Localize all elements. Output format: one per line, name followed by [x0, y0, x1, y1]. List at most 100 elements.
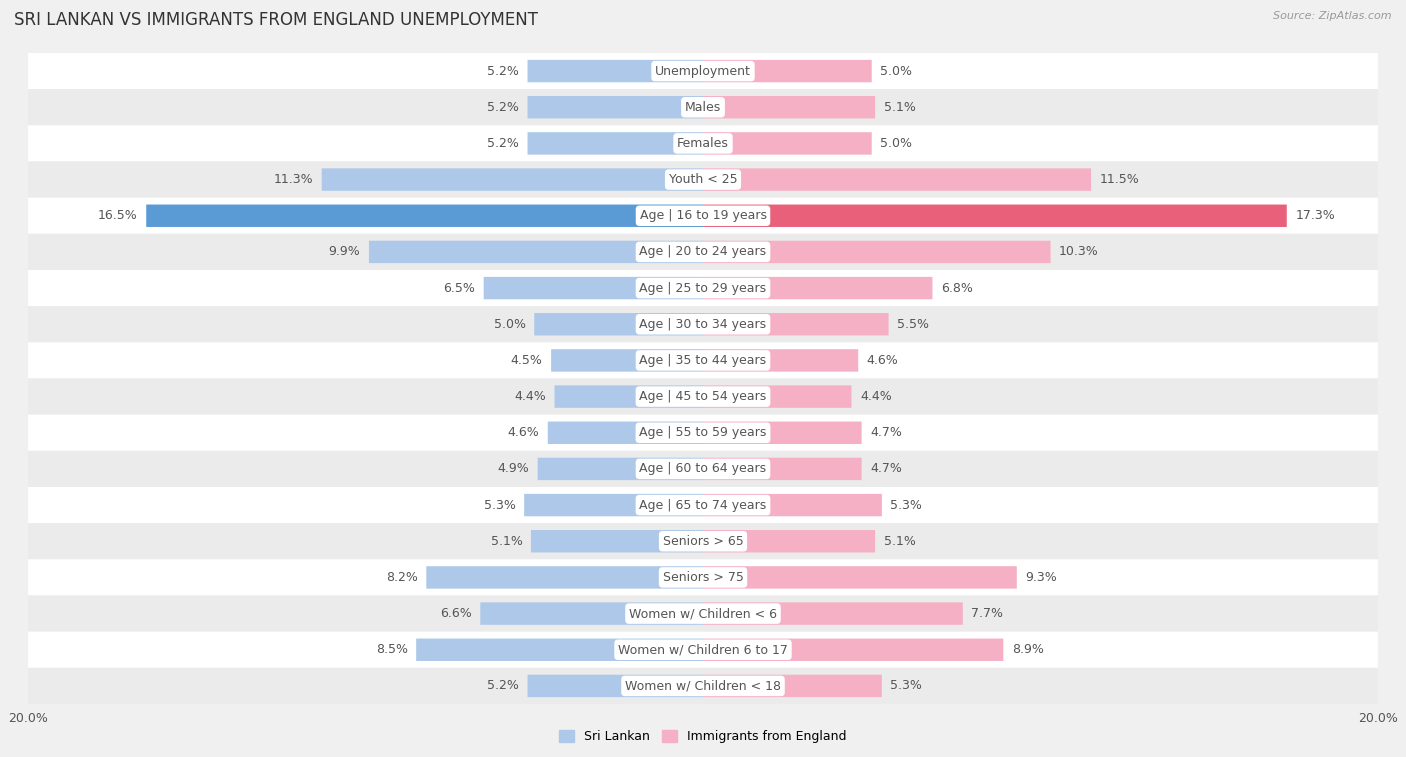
- FancyBboxPatch shape: [703, 530, 875, 553]
- FancyBboxPatch shape: [146, 204, 703, 227]
- Text: 5.3%: 5.3%: [484, 499, 516, 512]
- FancyBboxPatch shape: [28, 161, 1378, 198]
- Text: 11.3%: 11.3%: [274, 173, 314, 186]
- Text: 5.2%: 5.2%: [488, 680, 519, 693]
- FancyBboxPatch shape: [28, 596, 1378, 631]
- FancyBboxPatch shape: [368, 241, 703, 263]
- FancyBboxPatch shape: [703, 168, 1091, 191]
- FancyBboxPatch shape: [481, 603, 703, 625]
- FancyBboxPatch shape: [703, 313, 889, 335]
- FancyBboxPatch shape: [703, 674, 882, 697]
- Text: Age | 65 to 74 years: Age | 65 to 74 years: [640, 499, 766, 512]
- Text: Unemployment: Unemployment: [655, 64, 751, 77]
- Text: 5.5%: 5.5%: [897, 318, 929, 331]
- Text: 8.2%: 8.2%: [387, 571, 418, 584]
- Text: Seniors > 65: Seniors > 65: [662, 534, 744, 548]
- Text: 4.4%: 4.4%: [860, 390, 891, 403]
- FancyBboxPatch shape: [28, 378, 1378, 415]
- FancyBboxPatch shape: [548, 422, 703, 444]
- FancyBboxPatch shape: [703, 566, 1017, 589]
- Text: 5.2%: 5.2%: [488, 137, 519, 150]
- FancyBboxPatch shape: [554, 385, 703, 408]
- Text: Youth < 25: Youth < 25: [669, 173, 737, 186]
- Text: 8.5%: 8.5%: [375, 643, 408, 656]
- FancyBboxPatch shape: [28, 559, 1378, 596]
- FancyBboxPatch shape: [703, 60, 872, 83]
- Legend: Sri Lankan, Immigrants from England: Sri Lankan, Immigrants from England: [560, 731, 846, 743]
- Text: 4.7%: 4.7%: [870, 463, 901, 475]
- FancyBboxPatch shape: [416, 639, 703, 661]
- Text: 9.3%: 9.3%: [1025, 571, 1057, 584]
- Text: Source: ZipAtlas.com: Source: ZipAtlas.com: [1274, 11, 1392, 21]
- Text: 4.7%: 4.7%: [870, 426, 901, 439]
- FancyBboxPatch shape: [703, 277, 932, 299]
- Text: Women w/ Children < 6: Women w/ Children < 6: [628, 607, 778, 620]
- FancyBboxPatch shape: [28, 270, 1378, 306]
- FancyBboxPatch shape: [322, 168, 703, 191]
- Text: 10.3%: 10.3%: [1059, 245, 1098, 258]
- FancyBboxPatch shape: [703, 494, 882, 516]
- Text: Males: Males: [685, 101, 721, 114]
- Text: 7.7%: 7.7%: [972, 607, 1004, 620]
- FancyBboxPatch shape: [703, 639, 1004, 661]
- FancyBboxPatch shape: [527, 674, 703, 697]
- Text: 5.0%: 5.0%: [880, 137, 912, 150]
- Text: Women w/ Children 6 to 17: Women w/ Children 6 to 17: [619, 643, 787, 656]
- Text: 8.9%: 8.9%: [1012, 643, 1043, 656]
- Text: 16.5%: 16.5%: [98, 209, 138, 223]
- FancyBboxPatch shape: [28, 53, 1378, 89]
- Text: Age | 30 to 34 years: Age | 30 to 34 years: [640, 318, 766, 331]
- FancyBboxPatch shape: [551, 349, 703, 372]
- Text: Women w/ Children < 18: Women w/ Children < 18: [626, 680, 780, 693]
- Text: 4.5%: 4.5%: [510, 354, 543, 367]
- Text: 5.2%: 5.2%: [488, 64, 519, 77]
- FancyBboxPatch shape: [537, 458, 703, 480]
- FancyBboxPatch shape: [28, 306, 1378, 342]
- Text: 5.3%: 5.3%: [890, 499, 922, 512]
- Text: Age | 45 to 54 years: Age | 45 to 54 years: [640, 390, 766, 403]
- FancyBboxPatch shape: [28, 451, 1378, 487]
- Text: 9.9%: 9.9%: [329, 245, 360, 258]
- FancyBboxPatch shape: [28, 487, 1378, 523]
- FancyBboxPatch shape: [28, 631, 1378, 668]
- FancyBboxPatch shape: [531, 530, 703, 553]
- Text: 4.6%: 4.6%: [508, 426, 540, 439]
- FancyBboxPatch shape: [703, 349, 858, 372]
- FancyBboxPatch shape: [28, 234, 1378, 270]
- Text: 11.5%: 11.5%: [1099, 173, 1139, 186]
- FancyBboxPatch shape: [527, 132, 703, 154]
- Text: 6.5%: 6.5%: [443, 282, 475, 294]
- FancyBboxPatch shape: [703, 458, 862, 480]
- Text: 17.3%: 17.3%: [1295, 209, 1334, 223]
- Text: 5.0%: 5.0%: [494, 318, 526, 331]
- Text: 6.6%: 6.6%: [440, 607, 472, 620]
- Text: 4.9%: 4.9%: [498, 463, 529, 475]
- Text: 5.1%: 5.1%: [883, 101, 915, 114]
- Text: Age | 20 to 24 years: Age | 20 to 24 years: [640, 245, 766, 258]
- Text: 6.8%: 6.8%: [941, 282, 973, 294]
- FancyBboxPatch shape: [703, 422, 862, 444]
- FancyBboxPatch shape: [28, 89, 1378, 126]
- FancyBboxPatch shape: [703, 385, 852, 408]
- Text: Age | 60 to 64 years: Age | 60 to 64 years: [640, 463, 766, 475]
- Text: 5.1%: 5.1%: [491, 534, 523, 548]
- FancyBboxPatch shape: [703, 132, 872, 154]
- FancyBboxPatch shape: [28, 126, 1378, 161]
- Text: Age | 25 to 29 years: Age | 25 to 29 years: [640, 282, 766, 294]
- FancyBboxPatch shape: [703, 603, 963, 625]
- FancyBboxPatch shape: [703, 204, 1286, 227]
- FancyBboxPatch shape: [28, 198, 1378, 234]
- Text: Age | 35 to 44 years: Age | 35 to 44 years: [640, 354, 766, 367]
- Text: Age | 16 to 19 years: Age | 16 to 19 years: [640, 209, 766, 223]
- FancyBboxPatch shape: [527, 60, 703, 83]
- Text: 5.3%: 5.3%: [890, 680, 922, 693]
- FancyBboxPatch shape: [28, 342, 1378, 378]
- FancyBboxPatch shape: [28, 668, 1378, 704]
- Text: Females: Females: [678, 137, 728, 150]
- Text: 5.0%: 5.0%: [880, 64, 912, 77]
- Text: 5.1%: 5.1%: [883, 534, 915, 548]
- FancyBboxPatch shape: [28, 523, 1378, 559]
- Text: Seniors > 75: Seniors > 75: [662, 571, 744, 584]
- Text: 5.2%: 5.2%: [488, 101, 519, 114]
- FancyBboxPatch shape: [703, 96, 875, 118]
